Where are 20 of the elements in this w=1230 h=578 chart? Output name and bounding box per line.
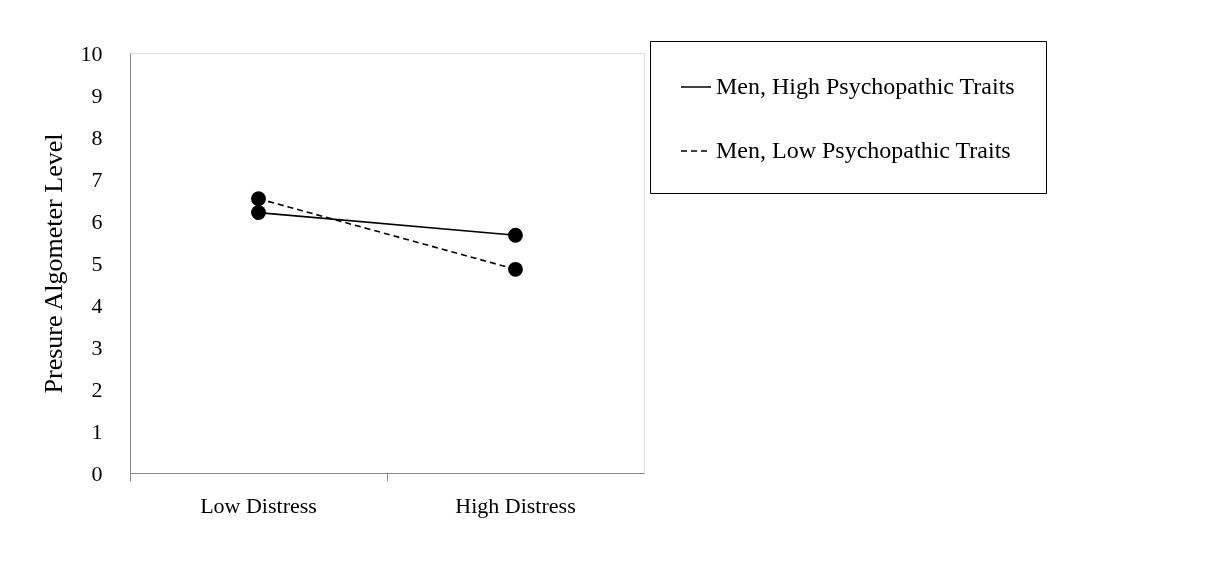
legend-label: Men, Low Psychopathic Traits: [716, 137, 1011, 163]
point: [508, 227, 523, 243]
y-tick-label: 5: [91, 250, 103, 276]
y-tick-label: 9: [91, 82, 103, 108]
y-tick-label: 10: [80, 40, 103, 66]
point: [508, 261, 523, 277]
y-tick-label: 8: [91, 124, 103, 150]
y-tick-label: 4: [91, 292, 103, 318]
x-tick-label: High Distress: [455, 492, 576, 518]
y-tick-label: 6: [91, 208, 103, 234]
x-tick-label: Low Distress: [200, 492, 317, 518]
point: [251, 205, 266, 220]
y-tick-label: 1: [91, 418, 103, 444]
y-tick-label: 2: [91, 376, 103, 402]
y-tick-label: 3: [91, 334, 103, 360]
legend-label: Men, High Psychopathic Traits: [716, 73, 1015, 99]
y-tick-label: 7: [91, 166, 103, 192]
y-tick-label: 0: [91, 460, 103, 486]
point: [251, 191, 266, 207]
y-axis-title: Presure Algometer Level: [38, 133, 68, 394]
